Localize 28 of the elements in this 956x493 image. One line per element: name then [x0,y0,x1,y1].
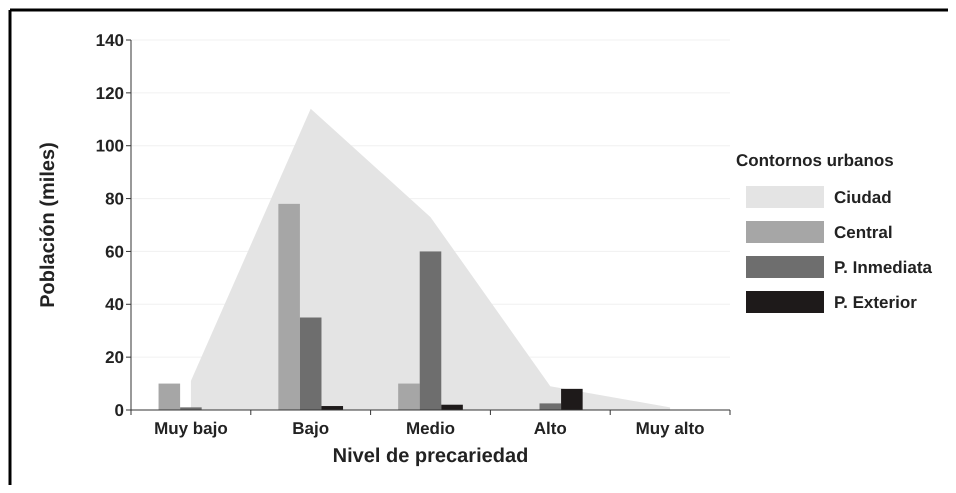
bar [441,404,463,410]
y-tick-label: 0 [114,400,124,420]
bar [420,251,442,410]
legend-label: P. Exterior [834,292,918,312]
y-tick-label: 100 [96,136,124,156]
y-tick-label: 120 [96,84,124,103]
bar [158,384,180,410]
x-axis-title: Nivel de precariedad [332,445,528,467]
legend-label: P. Inmediata [834,258,932,277]
x-tick-label: Alto [534,419,567,438]
x-tick-label: Muy bajo [154,419,228,438]
bar [398,384,420,410]
y-tick-label: 60 [105,242,124,262]
x-tick-label: Bajo [292,419,330,438]
y-tick-label: 140 [96,30,124,50]
y-tick-label: 20 [105,348,124,368]
x-tick-label: Muy alto [636,419,705,438]
legend-title: Contornos urbanos [736,151,894,170]
bar [278,204,300,410]
x-tick-label: Medio [406,419,456,438]
legend-label: Ciudad [834,188,892,207]
legend-label: Central [834,222,893,242]
bar [561,388,583,410]
y-axis-title: Población (miles) [37,142,59,308]
bar [540,403,562,410]
y-tick-label: 40 [105,295,124,314]
bar [300,318,322,410]
y-tick-label: 80 [105,190,124,209]
